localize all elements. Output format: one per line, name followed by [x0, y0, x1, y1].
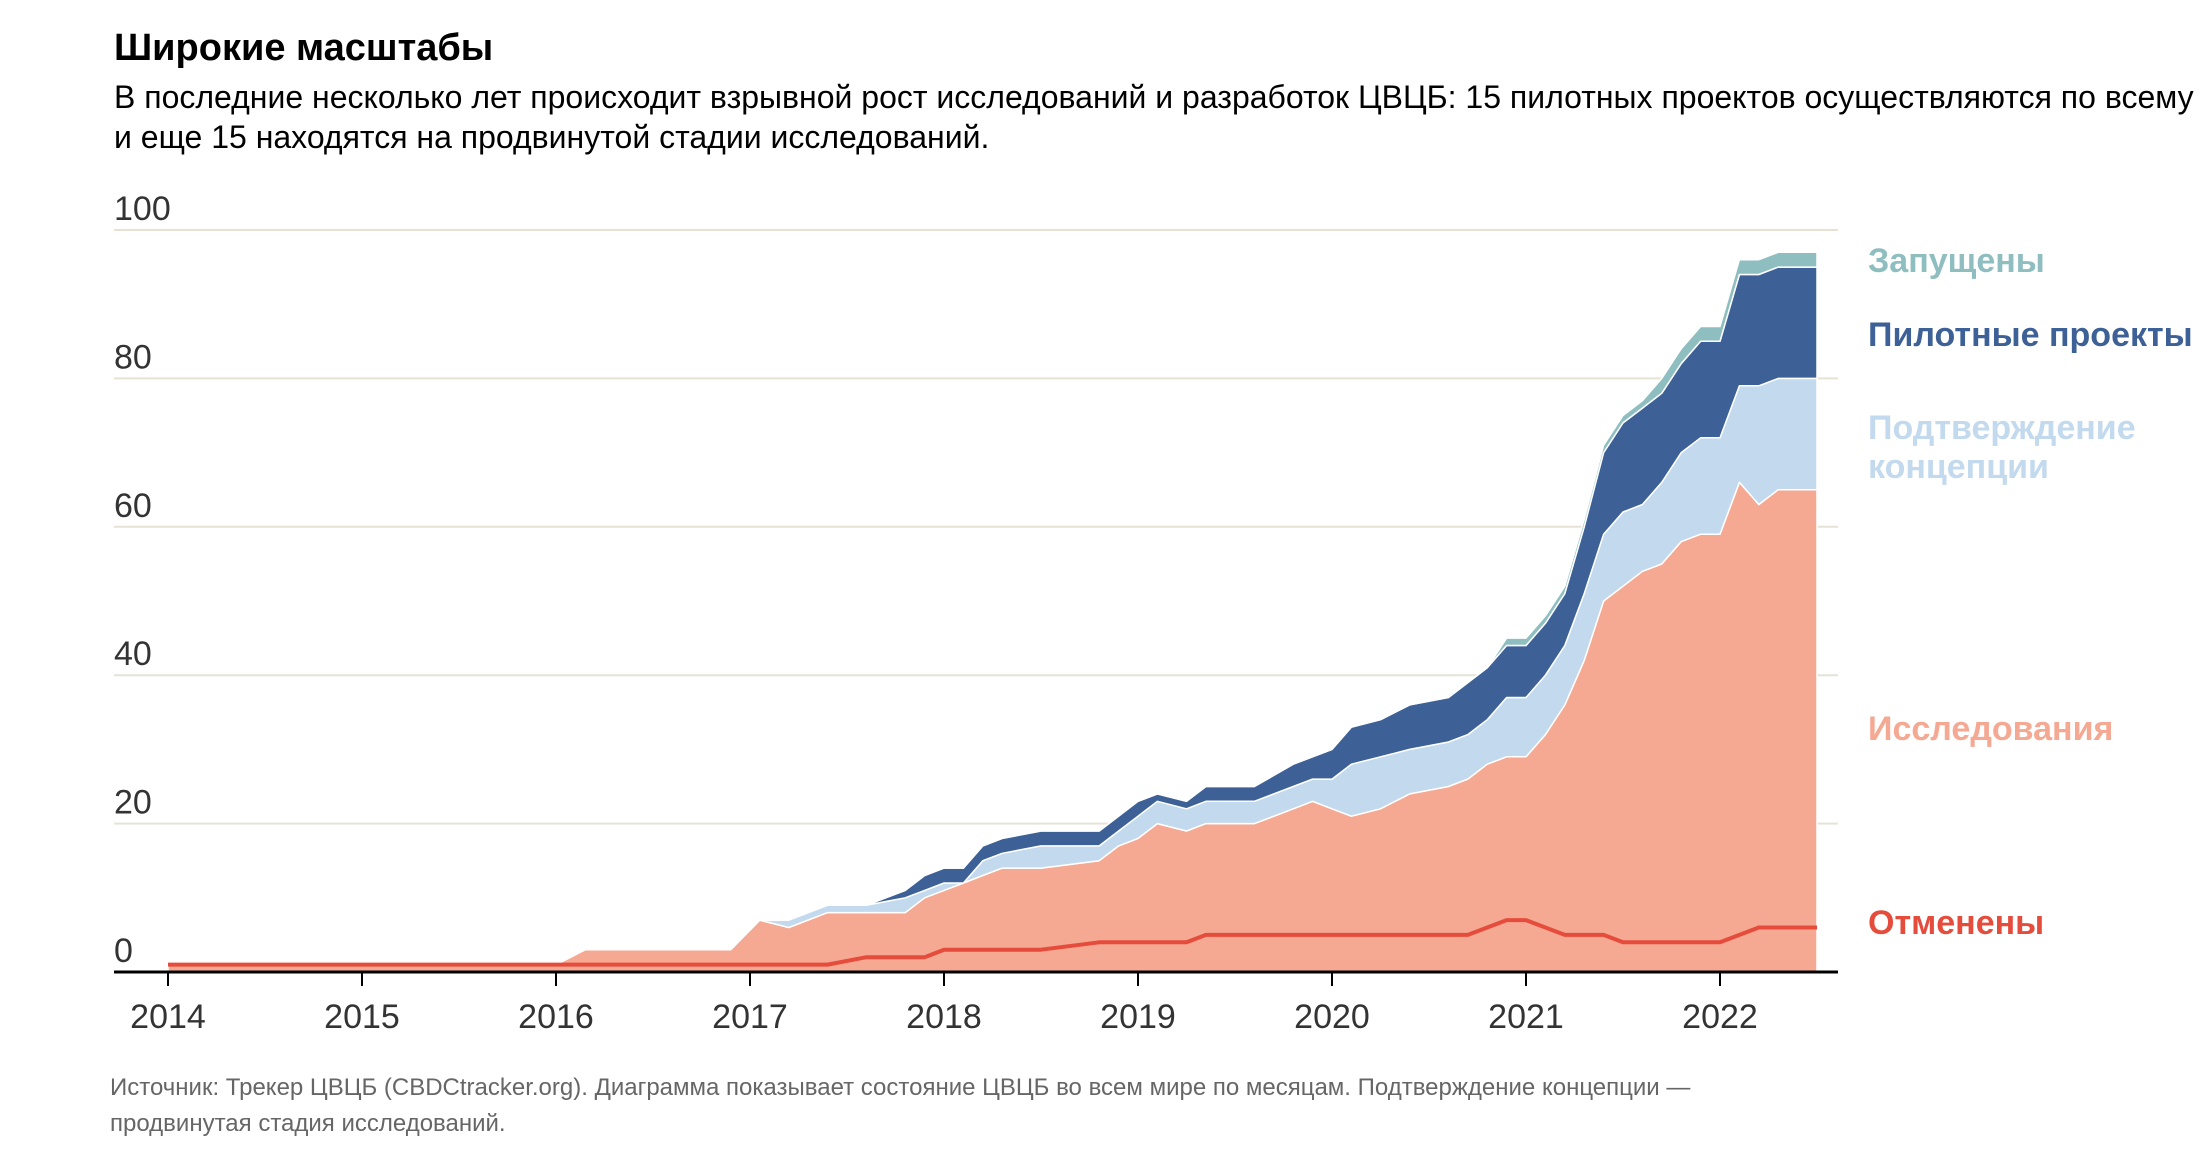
chart-subtitle-line-1: В последние несколько лет происходит взр…: [114, 79, 2201, 115]
area-series: [167, 251, 1818, 973]
x-tick-label: 2017: [712, 998, 788, 1036]
x-axis: 2014 2015 2016 2017 2018 2019 2020 2021 2022: [130, 972, 1758, 1036]
source-line-2: продвинутая стадия исследований.: [110, 1110, 506, 1137]
y-tick-label: 0: [114, 932, 133, 970]
chart-subtitle-line-2: и еще 15 находятся на продвинутой стадии…: [114, 119, 989, 155]
legend-launched: Запущены: [1868, 242, 2045, 280]
x-tick-label: 2019: [1100, 998, 1176, 1036]
y-axis: 0 20 40 60 80 100: [114, 190, 171, 970]
legend-poc-line-1: Подтверждение: [1868, 409, 2136, 447]
legend-cancelled: Отменены: [1868, 904, 2044, 942]
x-tick-label: 2016: [518, 998, 594, 1036]
line-series: [168, 918, 1817, 967]
legend-poc-line-2: концепции: [1868, 448, 2049, 486]
x-tick-label: 2021: [1488, 998, 1564, 1036]
x-tick-label: 2020: [1294, 998, 1370, 1036]
x-tick-label: 2022: [1682, 998, 1758, 1036]
y-tick-label: 80: [114, 338, 152, 376]
y-tick-label: 20: [114, 784, 152, 822]
legend-pilot: Пилотные проекты: [1868, 316, 2193, 354]
legend-research: Исследования: [1868, 710, 2113, 748]
chart-title: Широкие масштабы: [114, 27, 493, 69]
y-tick-label: 60: [114, 487, 152, 525]
area-0: [167, 481, 1818, 973]
source-line-1: Источник: Трекер ЦВЦБ (CBDCtracker.org).…: [110, 1074, 1690, 1101]
x-tick-label: 2014: [130, 998, 206, 1036]
y-tick-label: 100: [114, 190, 171, 228]
x-tick-label: 2018: [906, 998, 982, 1036]
y-tick-label: 40: [114, 635, 152, 673]
area-3: [167, 251, 1818, 966]
x-tick-label: 2015: [324, 998, 400, 1036]
line-cancelled: [168, 918, 1817, 967]
